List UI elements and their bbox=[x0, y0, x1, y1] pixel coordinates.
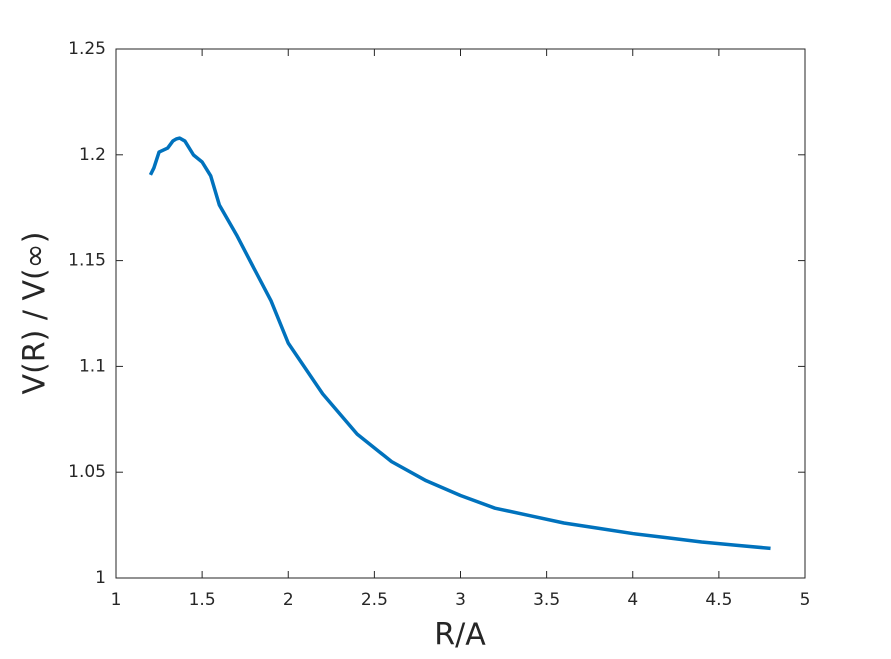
y-tick-label: 1 bbox=[95, 568, 106, 588]
plot-frame bbox=[115, 48, 806, 579]
x-tick-label: 5 bbox=[800, 590, 811, 610]
x-axis-label: R/A bbox=[434, 618, 486, 653]
y-tick-label: 1.05 bbox=[68, 462, 106, 482]
x-tick-label: 1 bbox=[111, 590, 122, 610]
x-tick-label: 2.5 bbox=[361, 590, 388, 610]
y-tick-label: 1.2 bbox=[79, 145, 106, 165]
y-tick-label: 1.15 bbox=[68, 251, 106, 271]
y-tick-label: 1.25 bbox=[68, 39, 106, 59]
x-tick-label: 4.5 bbox=[705, 590, 732, 610]
x-tick-label: 2 bbox=[283, 590, 294, 610]
x-tick-label: 3 bbox=[455, 590, 466, 610]
y-axis-label: V(R) / V(∞) bbox=[18, 232, 53, 395]
data-line bbox=[148, 136, 771, 551]
x-tick-label: 1.5 bbox=[189, 590, 216, 610]
x-tick-label: 3.5 bbox=[533, 590, 560, 610]
y-tick-label: 1.1 bbox=[79, 356, 106, 376]
x-tick-label: 4 bbox=[627, 590, 638, 610]
